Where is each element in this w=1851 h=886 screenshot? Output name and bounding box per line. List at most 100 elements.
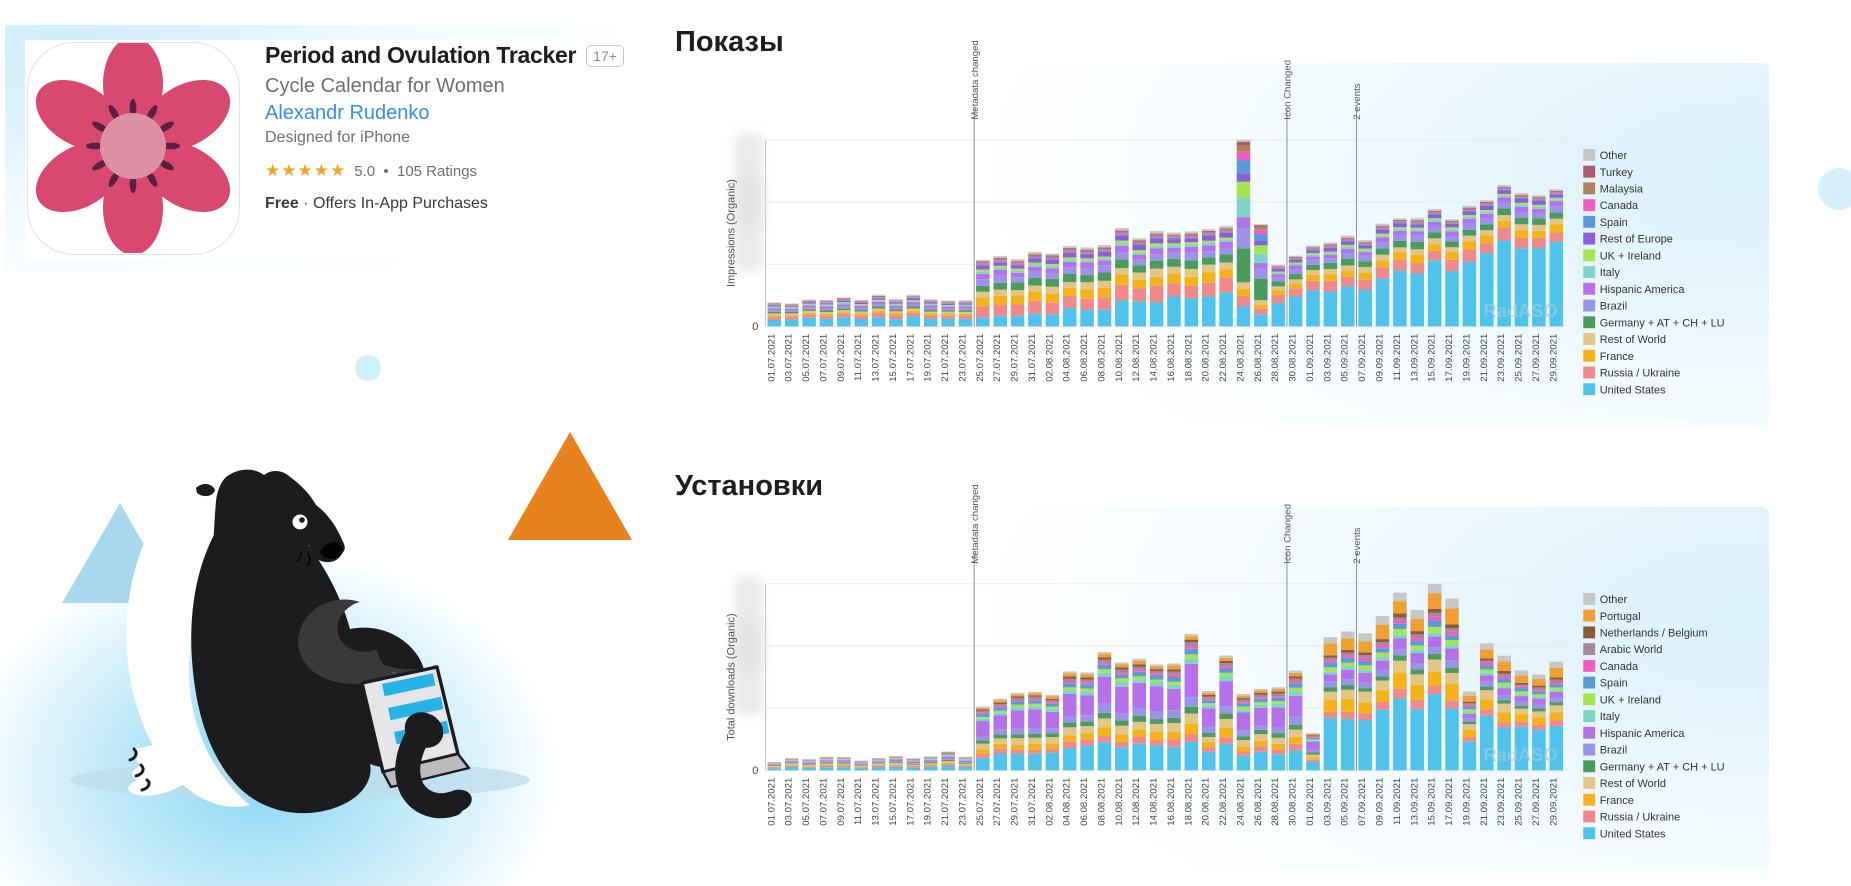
- svg-text:United States: United States: [1600, 384, 1666, 396]
- svg-text:27.09.2021: 27.09.2021: [1531, 334, 1542, 382]
- svg-text:29.09.2021: 29.09.2021: [1548, 334, 1559, 382]
- svg-text:12.08.2021: 12.08.2021: [1131, 778, 1142, 826]
- svg-text:09.09.2021: 09.09.2021: [1375, 778, 1386, 826]
- svg-text:15.09.2021: 15.09.2021: [1427, 778, 1438, 826]
- svg-text:27.07.2021: 27.07.2021: [992, 778, 1003, 826]
- svg-text:Arabic World: Arabic World: [1600, 644, 1663, 656]
- svg-text:13.07.2021: 13.07.2021: [871, 334, 882, 382]
- svg-text:Brazil: Brazil: [1600, 301, 1627, 313]
- svg-text:28.08.2021: 28.08.2021: [1270, 334, 1281, 382]
- svg-text:12.08.2021: 12.08.2021: [1131, 334, 1142, 382]
- svg-text:28.08.2021: 28.08.2021: [1270, 778, 1281, 826]
- svg-text:08.08.2021: 08.08.2021: [1096, 334, 1107, 382]
- svg-text:21.07.2021: 21.07.2021: [940, 334, 951, 382]
- svg-text:14.08.2021: 14.08.2021: [1149, 334, 1160, 382]
- svg-text:03.09.2021: 03.09.2021: [1322, 334, 1333, 382]
- svg-text:01.09.2021: 01.09.2021: [1305, 778, 1316, 826]
- svg-text:2 events: 2 events: [1352, 83, 1363, 119]
- svg-text:19.09.2021: 19.09.2021: [1461, 778, 1472, 826]
- svg-text:Hispanic America: Hispanic America: [1600, 284, 1686, 296]
- svg-text:2 events: 2 events: [1352, 527, 1363, 563]
- svg-text:19.07.2021: 19.07.2021: [923, 778, 934, 826]
- svg-text:22.08.2021: 22.08.2021: [1218, 778, 1229, 826]
- svg-text:Brazil: Brazil: [1600, 745, 1627, 757]
- svg-text:18.08.2021: 18.08.2021: [1183, 334, 1194, 382]
- svg-text:RadASO: RadASO: [1483, 744, 1557, 765]
- svg-text:18.08.2021: 18.08.2021: [1183, 778, 1194, 826]
- svg-text:30.08.2021: 30.08.2021: [1288, 334, 1299, 382]
- svg-text:05.07.2021: 05.07.2021: [801, 778, 812, 826]
- svg-text:Canada: Canada: [1600, 200, 1639, 212]
- svg-text:17.07.2021: 17.07.2021: [905, 778, 916, 826]
- svg-text:04.08.2021: 04.08.2021: [1062, 334, 1073, 382]
- svg-text:27.09.2021: 27.09.2021: [1531, 778, 1542, 826]
- svg-text:20.08.2021: 20.08.2021: [1201, 334, 1212, 382]
- svg-text:30.08.2021: 30.08.2021: [1288, 778, 1299, 826]
- svg-text:01.07.2021: 01.07.2021: [766, 334, 777, 382]
- svg-text:23.07.2021: 23.07.2021: [957, 778, 968, 826]
- svg-text:Other: Other: [1600, 594, 1628, 606]
- svg-text:07.07.2021: 07.07.2021: [818, 778, 829, 826]
- svg-text:24.08.2021: 24.08.2021: [1235, 778, 1246, 826]
- svg-text:07.07.2021: 07.07.2021: [818, 334, 829, 382]
- svg-text:Turkey: Turkey: [1600, 167, 1634, 179]
- svg-text:29.07.2021: 29.07.2021: [1010, 334, 1021, 382]
- svg-text:Other: Other: [1600, 150, 1628, 162]
- svg-text:31.07.2021: 31.07.2021: [1027, 334, 1038, 382]
- svg-text:17.07.2021: 17.07.2021: [905, 334, 916, 382]
- svg-text:Russia / Ukraine: Russia / Ukraine: [1600, 812, 1680, 824]
- svg-text:02.08.2021: 02.08.2021: [1044, 778, 1055, 826]
- svg-text:01.09.2021: 01.09.2021: [1305, 334, 1316, 382]
- svg-text:Italy: Italy: [1600, 267, 1621, 279]
- svg-text:Portugal: Portugal: [1600, 611, 1641, 623]
- svg-text:15.07.2021: 15.07.2021: [888, 778, 899, 826]
- svg-text:11.07.2021: 11.07.2021: [853, 334, 864, 381]
- svg-text:06.08.2021: 06.08.2021: [1079, 334, 1090, 382]
- svg-text:01.07.2021: 01.07.2021: [766, 778, 777, 826]
- svg-text:Rest of World: Rest of World: [1600, 334, 1666, 346]
- svg-text:Rest of Europe: Rest of Europe: [1600, 234, 1673, 246]
- svg-text:0: 0: [752, 765, 758, 777]
- svg-text:25.07.2021: 25.07.2021: [975, 334, 986, 382]
- svg-text:Malaysia: Malaysia: [1600, 184, 1644, 196]
- svg-text:Netherlands / Belgium: Netherlands / Belgium: [1600, 628, 1708, 640]
- svg-text:Hispanic America: Hispanic America: [1600, 728, 1686, 740]
- svg-text:10.08.2021: 10.08.2021: [1114, 334, 1125, 382]
- svg-text:13.09.2021: 13.09.2021: [1409, 334, 1420, 382]
- svg-text:11.09.2021: 11.09.2021: [1392, 334, 1403, 381]
- svg-text:09.09.2021: 09.09.2021: [1375, 334, 1386, 382]
- svg-text:10.08.2021: 10.08.2021: [1114, 778, 1125, 826]
- svg-text:Canada: Canada: [1600, 661, 1639, 673]
- svg-text:16.08.2021: 16.08.2021: [1166, 778, 1177, 826]
- svg-text:11.09.2021: 11.09.2021: [1392, 778, 1403, 825]
- svg-text:Icon Changed: Icon Changed: [1283, 60, 1294, 120]
- svg-text:24.08.2021: 24.08.2021: [1235, 334, 1246, 382]
- svg-text:25.07.2021: 25.07.2021: [975, 778, 986, 826]
- svg-text:06.08.2021: 06.08.2021: [1079, 778, 1090, 826]
- svg-text:20.08.2021: 20.08.2021: [1201, 778, 1212, 826]
- svg-text:05.09.2021: 05.09.2021: [1340, 778, 1351, 826]
- svg-text:07.09.2021: 07.09.2021: [1357, 778, 1368, 826]
- svg-text:29.07.2021: 29.07.2021: [1010, 778, 1021, 826]
- svg-text:United States: United States: [1600, 828, 1666, 840]
- svg-text:19.09.2021: 19.09.2021: [1461, 334, 1472, 382]
- svg-text:03.07.2021: 03.07.2021: [784, 334, 795, 382]
- svg-text:17.09.2021: 17.09.2021: [1444, 334, 1455, 382]
- svg-text:27.07.2021: 27.07.2021: [992, 334, 1003, 382]
- svg-text:11.07.2021: 11.07.2021: [853, 778, 864, 825]
- svg-text:26.08.2021: 26.08.2021: [1253, 334, 1264, 382]
- svg-text:UK + Ireland: UK + Ireland: [1600, 250, 1661, 262]
- svg-text:05.09.2021: 05.09.2021: [1340, 334, 1351, 382]
- svg-text:Russia / Ukraine: Russia / Ukraine: [1600, 368, 1680, 380]
- svg-text:Total downloads (Organic): Total downloads (Organic): [726, 613, 738, 740]
- svg-text:France: France: [1600, 795, 1634, 807]
- svg-text:08.08.2021: 08.08.2021: [1096, 778, 1107, 826]
- svg-text:21.07.2021: 21.07.2021: [940, 778, 951, 826]
- svg-text:13.09.2021: 13.09.2021: [1409, 778, 1420, 826]
- svg-text:23.07.2021: 23.07.2021: [957, 334, 968, 382]
- svg-text:Icon Changed: Icon Changed: [1283, 504, 1294, 564]
- svg-text:05.07.2021: 05.07.2021: [801, 334, 812, 382]
- svg-text:19.07.2021: 19.07.2021: [923, 334, 934, 382]
- svg-text:Spain: Spain: [1600, 217, 1628, 229]
- svg-text:Rest of World: Rest of World: [1600, 778, 1666, 790]
